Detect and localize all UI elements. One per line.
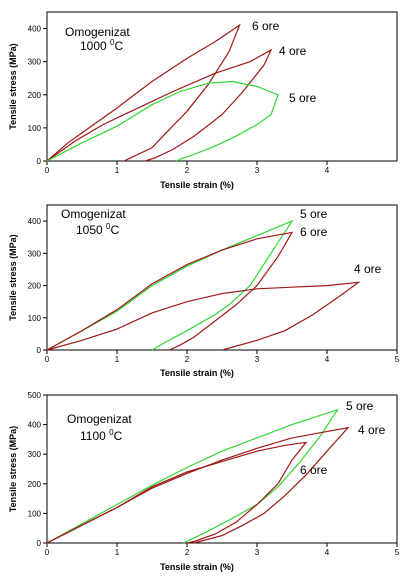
series-label: 4 ore bbox=[354, 262, 382, 276]
series-line-5-ore bbox=[46, 408, 339, 544]
plot-frame bbox=[46, 394, 398, 544]
x-tick-label: 3 bbox=[255, 548, 260, 557]
chart-title: Omogenizat bbox=[65, 25, 130, 39]
x-tick-label: 2 bbox=[185, 166, 190, 175]
x-tick-label: 0 bbox=[45, 166, 50, 175]
temperature-unit: C bbox=[114, 429, 123, 443]
y-axis-label: Tensile stress (MPa) bbox=[8, 43, 18, 129]
series-label: 5 ore bbox=[300, 207, 328, 221]
y-tick-label: 400 bbox=[28, 25, 42, 34]
x-tick-label: 0 bbox=[45, 548, 50, 557]
temperature-value: 1050 bbox=[76, 223, 106, 237]
x-axis-label: Tensile strain (%) bbox=[160, 562, 234, 572]
series-line-5-ore bbox=[46, 80, 279, 162]
y-tick-label: 0 bbox=[37, 539, 42, 548]
chart-title-temperature: 1050 0C bbox=[76, 222, 119, 237]
series-label: 6 ore bbox=[300, 225, 328, 239]
chart-title-temperature: 1100 0C bbox=[80, 428, 123, 443]
x-tick-label: 1 bbox=[115, 355, 120, 364]
y-tick-label: 0 bbox=[37, 346, 42, 355]
y-axis-label: Tensile stress (MPa) bbox=[8, 426, 18, 512]
y-tick-label: 300 bbox=[28, 450, 42, 459]
x-tick-label: 5 bbox=[395, 355, 400, 364]
chart-panel-1: 0 1 2 3 4 0 100 200 300 400 Tensile strain (%) Tens… bbox=[8, 11, 398, 190]
x-tick-label: 1 bbox=[115, 166, 120, 175]
x-tick-label: 2 bbox=[185, 355, 190, 364]
x-tick-label: 3 bbox=[255, 355, 260, 364]
x-axis-label: Tensile strain (%) bbox=[160, 368, 234, 378]
temperature-degree-sup: 0 bbox=[109, 428, 114, 437]
series-label: 5 ore bbox=[346, 399, 374, 413]
y-tick-label: 0 bbox=[37, 157, 42, 166]
x-tick-label: 2 bbox=[185, 548, 190, 557]
series-line-4-ore bbox=[46, 281, 361, 351]
series-label: 4 ore bbox=[358, 423, 386, 437]
y-tick-label: 100 bbox=[28, 509, 42, 518]
series-line-5-ore bbox=[46, 219, 294, 351]
series-line-4-ore bbox=[46, 48, 273, 162]
series-label: 5 ore bbox=[289, 91, 317, 105]
x-tick-label: 0 bbox=[45, 355, 50, 364]
chart-panel-2: 0 1 2 3 4 5 0 100 200 300 400 Tensile strain (%) Ten… bbox=[8, 204, 400, 378]
y-tick-label: 500 bbox=[28, 391, 42, 400]
temperature-unit: C bbox=[110, 223, 119, 237]
series-line-6-ore bbox=[46, 23, 241, 162]
series-label: 6 ore bbox=[252, 19, 280, 33]
chart-panel-3: 0 1 2 3 4 5 0 100 200 300 400 500 Tensile strain (%)… bbox=[8, 391, 400, 572]
temperature-unit: C bbox=[114, 39, 123, 53]
y-axis-label: Tensile stress (MPa) bbox=[8, 234, 18, 320]
x-tick-label: 1 bbox=[115, 548, 120, 557]
series-line-6-ore bbox=[46, 231, 294, 351]
y-tick-label: 200 bbox=[28, 282, 42, 291]
chart-title: Omogenizat bbox=[61, 207, 126, 221]
series-line-6-ore bbox=[46, 441, 308, 544]
y-tick-label: 100 bbox=[28, 314, 42, 323]
x-tick-label: 4 bbox=[325, 166, 330, 175]
series-line-4-ore bbox=[46, 426, 350, 544]
series-label: 6 ore bbox=[300, 463, 328, 477]
y-tick-label: 300 bbox=[28, 58, 42, 67]
series-label: 4 ore bbox=[279, 44, 307, 58]
y-tick-label: 300 bbox=[28, 249, 42, 258]
x-tick-label: 4 bbox=[325, 355, 330, 364]
x-tick-label: 3 bbox=[255, 166, 260, 175]
x-tick-label: 5 bbox=[395, 548, 400, 557]
y-tick-label: 100 bbox=[28, 124, 42, 133]
x-axis-label: Tensile strain (%) bbox=[160, 180, 234, 190]
chart-title-temperature: 1000 0C bbox=[80, 38, 123, 53]
temperature-degree-sup: 0 bbox=[110, 38, 115, 47]
chart-title: Omogenizat bbox=[67, 412, 132, 426]
y-tick-label: 200 bbox=[28, 91, 42, 100]
y-tick-label: 400 bbox=[28, 217, 42, 226]
temperature-value: 1000 bbox=[80, 39, 110, 53]
y-tick-label: 200 bbox=[28, 480, 42, 489]
x-tick-label: 4 bbox=[325, 548, 330, 557]
y-tick-label: 400 bbox=[28, 421, 42, 430]
temperature-value: 1100 bbox=[80, 429, 109, 443]
temperature-degree-sup: 0 bbox=[106, 222, 111, 231]
